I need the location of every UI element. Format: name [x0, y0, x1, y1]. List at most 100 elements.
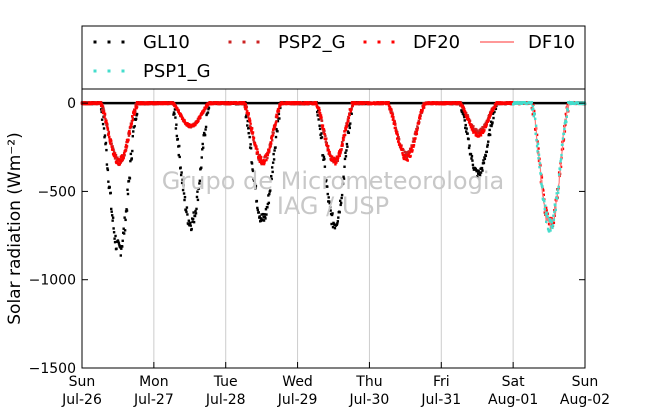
data-point-DF20: [411, 149, 414, 152]
data-point-GL10: [205, 113, 208, 117]
data-point-GL10: [174, 116, 177, 119]
data-point-DF20: [334, 163, 337, 166]
data-point-DF20: [113, 152, 117, 155]
data-point-DF20: [204, 106, 207, 109]
data-point-DF20: [337, 152, 340, 155]
data-point-GL10: [483, 156, 486, 159]
data-point-GL10: [343, 157, 347, 161]
data-point-PSP2_G: [119, 161, 123, 164]
data-point-DF20: [120, 160, 123, 163]
data-point-GL10: [175, 123, 178, 126]
data-point-DF20: [197, 119, 200, 123]
data-point-PSP2_G: [411, 140, 415, 143]
data-point-DF20: [270, 137, 273, 140]
data-point-DF20: [542, 193, 546, 196]
data-point-DF20: [491, 109, 495, 112]
data-point-DF20: [321, 124, 325, 127]
data-point-DF20: [536, 140, 539, 143]
data-point-PSP2_G: [326, 147, 329, 150]
data-point-DF20: [264, 154, 268, 158]
data-point-PSP1_G: [534, 132, 537, 135]
data-point-GL10: [200, 156, 203, 159]
data-point-GL10: [350, 112, 353, 115]
data-point-DF20: [535, 133, 539, 137]
data-point-DF20: [564, 123, 567, 127]
x-tick-label-date: Jul-26: [61, 392, 102, 408]
data-point-GL10: [253, 183, 257, 186]
data-point-DF20: [414, 137, 417, 140]
data-point-PSP2_G: [406, 155, 409, 159]
x-tick-label-day: Wed: [282, 374, 313, 390]
data-point-DF20: [338, 150, 341, 153]
legend-item-PSP1_G: PSP1_G: [93, 61, 211, 82]
data-point-DF20: [254, 147, 258, 150]
data-point-GL10: [174, 127, 178, 130]
legend-label: GL10: [143, 32, 190, 53]
data-point-DF20: [419, 117, 422, 120]
data-point-GL10: [325, 179, 328, 182]
data-point-PSP2_G: [112, 150, 116, 154]
data-point-GL10: [321, 154, 325, 157]
data-point-GL10: [254, 184, 258, 188]
data-point-DF20: [110, 139, 113, 143]
legend-marker: [121, 69, 125, 73]
y-axis-label: Solar radiation (Wm⁻²): [5, 132, 25, 324]
x-tick-label-date: Jul-27: [133, 392, 174, 408]
data-point-DF20: [262, 162, 266, 166]
data-point-GL10: [276, 119, 280, 123]
data-point-GL10: [120, 247, 123, 250]
data-point-DF20: [393, 119, 396, 123]
data-point-GL10: [319, 133, 322, 136]
data-point-DF20: [479, 134, 483, 137]
data-point-DF20: [537, 147, 540, 150]
data-point-GL10: [198, 182, 201, 185]
data-point-PSP1_G: [544, 212, 547, 216]
data-point-DF20: [246, 110, 249, 113]
data-point-DF20: [484, 125, 488, 129]
data-point-PSP2_G: [329, 157, 333, 160]
data-point-DF20: [105, 119, 108, 122]
data-point-GL10: [464, 126, 467, 130]
data-point-GL10: [331, 225, 335, 229]
data-point-DF20: [443, 102, 447, 106]
data-point-PSP2_G: [249, 125, 252, 129]
data-point-DF20: [162, 102, 166, 105]
data-point-DF20: [247, 113, 250, 116]
data-point-GL10: [486, 143, 489, 146]
data-point-GL10: [342, 177, 346, 180]
x-tick-label-day: Sun: [69, 374, 96, 390]
data-point-GL10: [486, 145, 489, 148]
data-point-DF20: [350, 108, 353, 111]
y-tick-label: −1000: [29, 273, 76, 289]
data-point-DF20: [247, 112, 250, 115]
data-point-GL10: [270, 174, 273, 178]
data-point-GL10: [122, 227, 125, 230]
data-point-GL10: [320, 136, 324, 139]
legend-marker: [391, 40, 395, 44]
data-point-PSP1_G: [554, 208, 557, 212]
data-point-DF20: [566, 102, 569, 106]
data-point-PSP2_G: [340, 141, 344, 144]
data-point-PSP1_G: [551, 226, 554, 230]
data-point-GL10: [109, 191, 112, 195]
data-point-DF20: [266, 153, 270, 157]
data-point-GL10: [467, 137, 470, 141]
data-point-DF20: [128, 130, 131, 133]
data-point-PSP2_G: [131, 117, 134, 120]
data-point-GL10: [479, 171, 483, 174]
legend-marker: [228, 40, 232, 44]
data-point-GL10: [185, 210, 188, 214]
data-point-GL10: [324, 177, 327, 181]
data-point-PSP1_G: [530, 101, 534, 104]
data-point-GL10: [187, 222, 190, 226]
data-point-DF20: [477, 134, 481, 138]
x-tick-label-day: Fri: [433, 374, 450, 390]
data-point-GL10: [318, 127, 322, 131]
data-point-DF20: [391, 113, 394, 116]
data-point-DF20: [305, 101, 309, 104]
data-point-GL10: [476, 175, 479, 178]
data-point-GL10: [348, 124, 351, 127]
data-point-DF20: [259, 157, 262, 161]
data-point-GL10: [131, 135, 134, 138]
data-point-GL10: [177, 153, 180, 157]
